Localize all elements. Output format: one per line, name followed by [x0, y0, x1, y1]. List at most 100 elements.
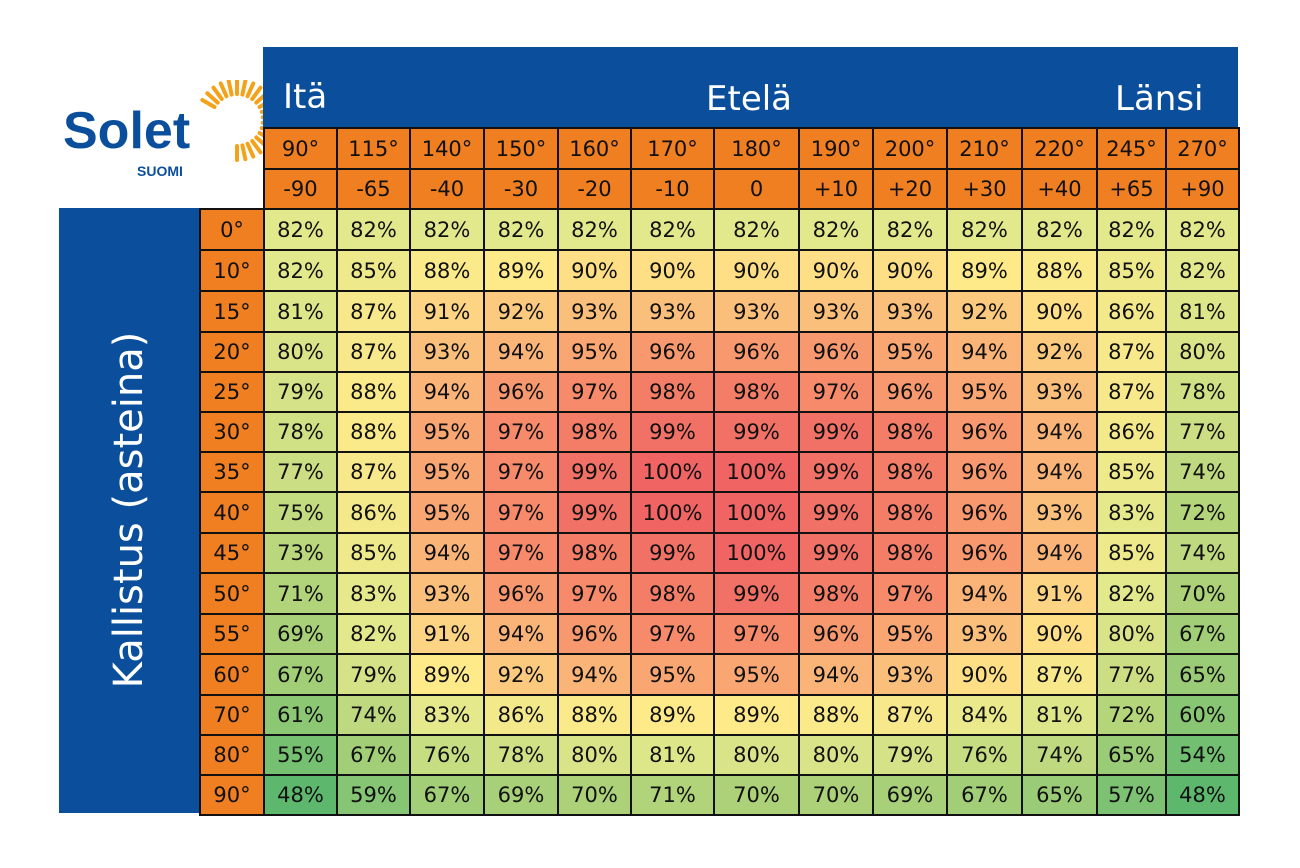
azimuth-header: 190° [798, 127, 874, 170]
heatmap-cell: 95% [557, 331, 632, 373]
heatmap-cell: 83% [336, 572, 411, 615]
heatmap-cell: 93% [1021, 371, 1098, 413]
heatmap-cell: 96% [798, 613, 874, 655]
heatmap-cell: 94% [409, 371, 485, 413]
heatmap-cell: 93% [630, 290, 715, 333]
heatmap-cell: 90% [713, 249, 800, 292]
offset-header: -90 [263, 168, 338, 210]
heatmap-cell: 76% [409, 734, 485, 776]
heatmap-cell: 77% [1165, 411, 1240, 453]
heatmap-cell: 97% [713, 613, 800, 655]
heatmap-cell: 99% [557, 451, 632, 493]
heatmap-cell: 89% [946, 249, 1023, 292]
heatmap-cell: 74% [336, 694, 411, 736]
heatmap-cell: 97% [483, 532, 559, 574]
heatmap-cell: 97% [483, 411, 559, 453]
azimuth-header: 160° [557, 127, 632, 170]
south-label: Etelä [706, 79, 793, 119]
heatmap-cell: 97% [798, 371, 874, 413]
heatmap-cell: 100% [713, 451, 800, 493]
heatmap-cell: 77% [1096, 653, 1167, 696]
heatmap-cell: 67% [409, 774, 485, 816]
heatmap-cell: 70% [798, 774, 874, 816]
heatmap-cell: 91% [409, 613, 485, 655]
tilt-label: 30° [199, 411, 265, 453]
heatmap-cell: 48% [1165, 774, 1240, 816]
offset-header: -10 [630, 168, 715, 210]
west-label: Länsi [1115, 79, 1204, 119]
heatmap-cell: 99% [630, 532, 715, 574]
heatmap-cell: 96% [798, 331, 874, 373]
heatmap-cell: 88% [557, 694, 632, 736]
heatmap-cell: 97% [557, 572, 632, 615]
heatmap-cell: 96% [946, 411, 1023, 453]
heatmap-cell: 61% [263, 694, 338, 736]
heatmap-cell: 95% [713, 653, 800, 696]
heatmap-cell: 94% [483, 613, 559, 655]
heatmap-cell: 99% [798, 491, 874, 534]
heatmap-cell: 87% [872, 694, 948, 736]
heatmap-cell: 67% [946, 774, 1023, 816]
heatmap-cell: 83% [409, 694, 485, 736]
heatmap-cell: 88% [409, 249, 485, 292]
heatmap-cell: 83% [1096, 491, 1167, 534]
heatmap-cell: 90% [557, 249, 632, 292]
heatmap-cell: 86% [1096, 411, 1167, 453]
heatmap-cell: 95% [630, 653, 715, 696]
heatmap-cell: 60% [1165, 694, 1240, 736]
heatmap-cell: 97% [872, 572, 948, 615]
heatmap-cell: 91% [1021, 572, 1098, 615]
heatmap-cell: 87% [336, 290, 411, 333]
heatmap-cell: 98% [872, 491, 948, 534]
azimuth-header: 220° [1021, 127, 1098, 170]
heatmap-cell: 72% [1165, 491, 1240, 534]
heatmap-cell: 86% [1096, 290, 1167, 333]
heatmap-cell: 88% [336, 411, 411, 453]
heatmap-cell: 89% [483, 249, 559, 292]
heatmap-cell: 82% [263, 208, 338, 251]
offset-header: +65 [1096, 168, 1167, 210]
offset-header: -40 [409, 168, 485, 210]
heatmap-cell: 82% [713, 208, 800, 251]
heatmap-cell: 98% [872, 451, 948, 493]
heatmap-cell: 82% [557, 208, 632, 251]
heatmap-cell: 70% [1165, 572, 1240, 615]
heatmap-cell: 82% [946, 208, 1023, 251]
tilt-label: 45° [199, 532, 265, 574]
heatmap-cell: 71% [630, 774, 715, 816]
heatmap-cell: 79% [263, 371, 338, 413]
azimuth-header: 270° [1165, 127, 1240, 170]
heatmap-cell: 65% [1165, 653, 1240, 696]
heatmap-cell: 81% [1021, 694, 1098, 736]
heatmap-cell: 93% [872, 653, 948, 696]
heatmap-cell: 70% [557, 774, 632, 816]
heatmap-cell: 90% [1021, 290, 1098, 333]
heatmap-cell: 85% [1096, 249, 1167, 292]
heatmap-cell: 78% [483, 734, 559, 776]
heatmap-cell: 80% [713, 734, 800, 776]
heatmap-cell: 82% [1165, 208, 1240, 251]
heatmap-cell: 79% [336, 653, 411, 696]
heatmap-cell: 98% [872, 532, 948, 574]
heatmap-cell: 81% [1165, 290, 1240, 333]
tilt-label: 20° [199, 331, 265, 373]
direction-header: Itä Etelä Länsi [263, 47, 1238, 127]
heatmap-cell: 94% [1021, 532, 1098, 574]
heatmap-cell: 90% [872, 249, 948, 292]
heatmap-cell: 98% [872, 411, 948, 453]
tilt-label: 25° [199, 371, 265, 413]
heatmap-cell: 59% [336, 774, 411, 816]
heatmap-cell: 76% [946, 734, 1023, 776]
heatmap-cell: 98% [798, 572, 874, 615]
heatmap-cell: 98% [557, 532, 632, 574]
heatmap-cell: 73% [263, 532, 338, 574]
heatmap-cell: 92% [1021, 331, 1098, 373]
heatmap-cell: 88% [336, 371, 411, 413]
heatmap-cell: 87% [336, 331, 411, 373]
offset-header: -65 [336, 168, 411, 210]
heatmap-cell: 65% [1021, 774, 1098, 816]
tilt-axis-bar: Kallistus (asteina) [59, 208, 199, 813]
heatmap-cell: 80% [263, 331, 338, 373]
heatmap-cell: 96% [483, 572, 559, 615]
